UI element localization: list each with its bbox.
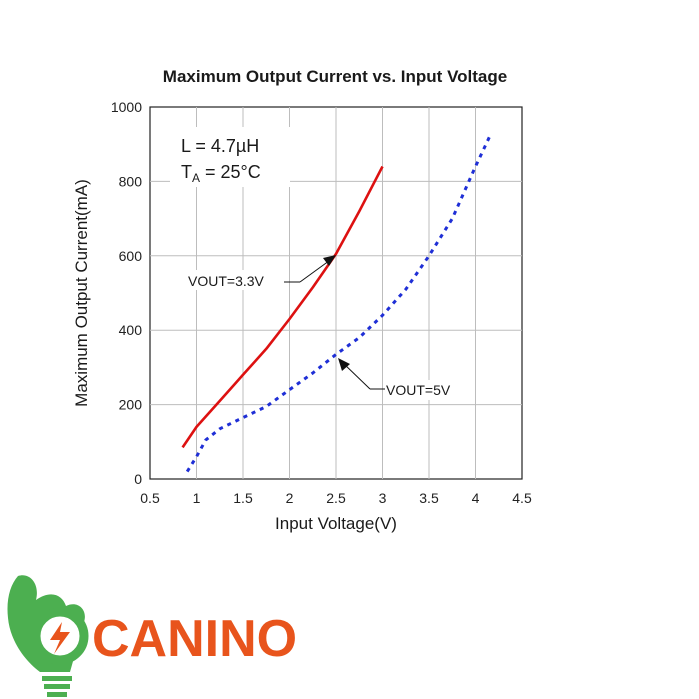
- y-tick-label: 600: [119, 248, 143, 264]
- annotation-temperature: TA = 25°C: [181, 162, 261, 185]
- logo-plug-base-1: [42, 676, 72, 681]
- y-tick-label: 400: [119, 322, 143, 338]
- y-tick-label: 0: [134, 471, 142, 487]
- annotation-inductance: L = 4.7µH: [181, 136, 259, 156]
- x-tick-label: 2: [286, 490, 294, 506]
- y-tick-label: 800: [119, 173, 143, 189]
- series-label-5v-arrowhead: [338, 358, 350, 371]
- y-axis-label: Maximum Output Current(mA): [72, 179, 91, 407]
- series-label-5v: VOUT=5V: [338, 358, 463, 400]
- x-tick-label: 2.5: [326, 490, 346, 506]
- annotation-temp-suffix: = 25°C: [200, 162, 261, 182]
- series-label-33v-text: VOUT=3.3V: [188, 273, 265, 289]
- annotation-temp-sub: A: [192, 171, 200, 185]
- annotation-background: [170, 127, 290, 187]
- annotation-temp-prefix: T: [181, 162, 192, 182]
- x-tick-label: 4.5: [512, 490, 532, 506]
- x-axis-label: Input Voltage(V): [275, 514, 397, 533]
- y-tick-label: 1000: [111, 99, 142, 115]
- chart-title: Maximum Output Current vs. Input Voltage: [163, 67, 507, 86]
- x-tick-label: 3: [379, 490, 387, 506]
- logo-plug-base-3: [47, 692, 67, 697]
- series-label-33v-bg: [186, 270, 276, 290]
- y-tick-label: 200: [119, 397, 143, 413]
- logo-text: CANINO: [92, 610, 297, 668]
- x-tick-label: 4: [472, 490, 480, 506]
- series-group: [181, 136, 491, 473]
- canino-logo: CANINO: [7, 575, 297, 697]
- hand-plug-icon: [7, 575, 89, 697]
- series-label-5v-bg: [383, 380, 463, 400]
- series-line-vout-5v: [185, 136, 491, 473]
- y-tick-labels: 0 200 400 600 800 1000: [111, 99, 142, 487]
- x-tick-label: 0.5: [140, 490, 160, 506]
- series-label-33v-arrowhead: [323, 255, 336, 266]
- x-tick-label: 1: [193, 490, 201, 506]
- x-tick-label: 3.5: [419, 490, 439, 506]
- logo-bolt: [50, 622, 70, 654]
- annotation-box: L = 4.7µH TA = 25°C: [170, 127, 290, 187]
- x-tick-labels: 0.5 1 1.5 2 2.5 3 3.5 4 4.5: [140, 490, 532, 506]
- series-label-5v-text: VOUT=5V: [386, 382, 451, 398]
- series-label-33v: VOUT=3.3V: [186, 255, 336, 290]
- series-line-vout-3-3v: [181, 165, 384, 449]
- plot-area: 0.5 1 1.5 2 2.5 3 3.5 4 4.5 0 200 400 600 800 1000: [111, 99, 532, 506]
- x-tick-label: 1.5: [233, 490, 253, 506]
- logo-plug-base-2: [44, 684, 70, 689]
